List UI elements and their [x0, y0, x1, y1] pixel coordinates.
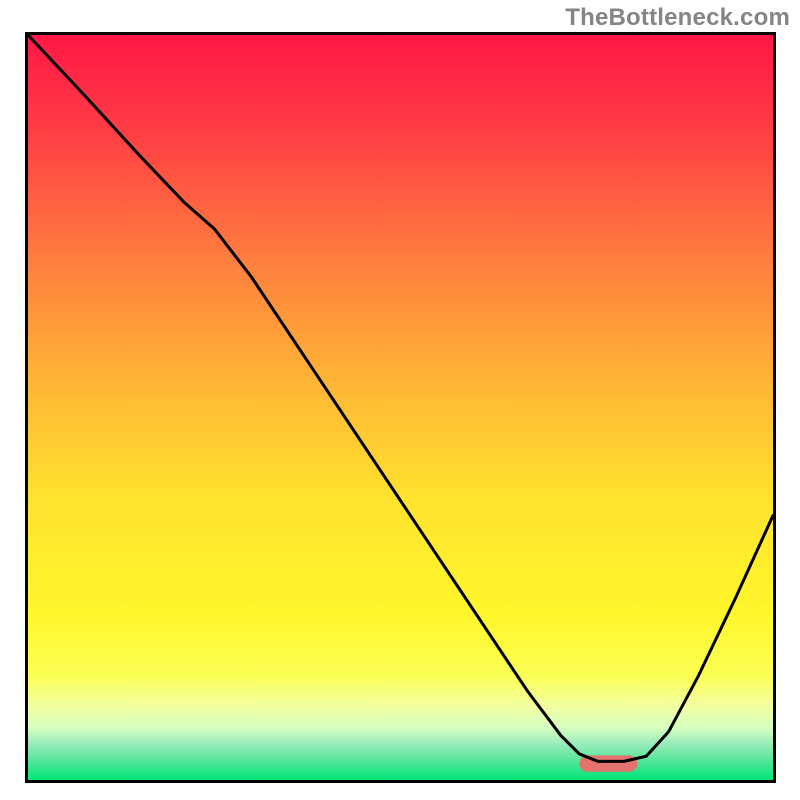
- bottleneck-curve: [28, 35, 773, 761]
- chart-canvas: TheBottleneck.com: [0, 0, 800, 800]
- plot-frame: [25, 32, 776, 783]
- plot-svg: [28, 35, 773, 780]
- attribution-label: TheBottleneck.com: [565, 4, 790, 32]
